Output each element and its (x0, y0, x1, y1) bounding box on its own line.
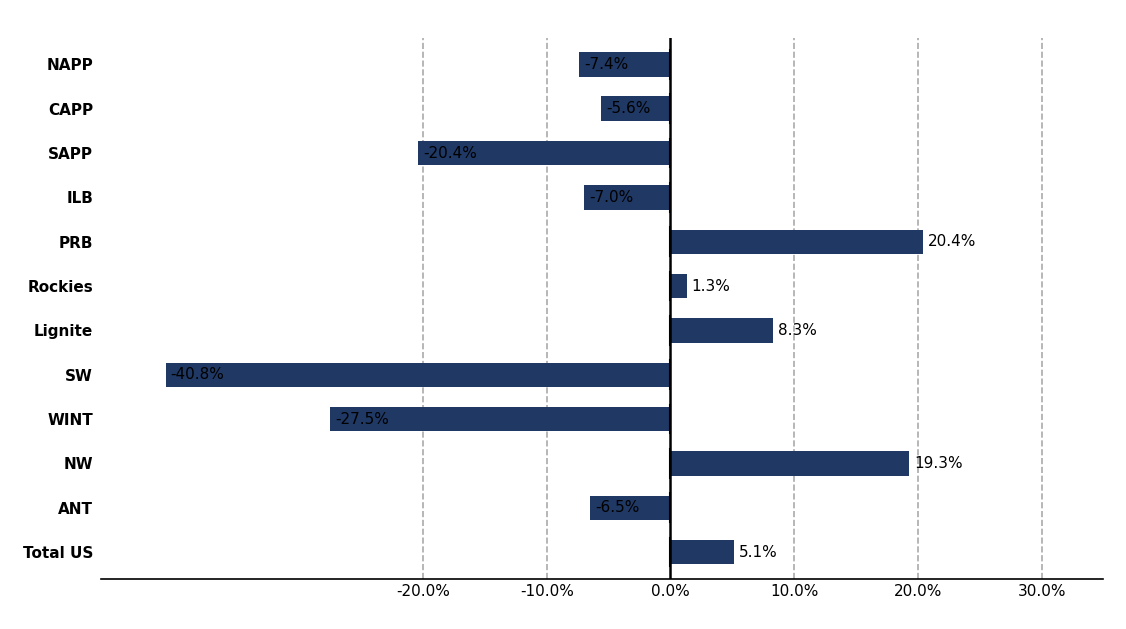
Text: -6.5%: -6.5% (595, 500, 640, 515)
Bar (670, 318, 774, 343)
Bar (166, 362, 670, 387)
Text: 1.3%: 1.3% (691, 279, 731, 294)
Bar (579, 52, 670, 77)
Text: Change in Production by Coal Supply Region - 3Q17 vs. 2Q17: Change in Production by Coal Supply Regi… (14, 21, 731, 42)
Bar (590, 496, 670, 520)
Bar (670, 274, 687, 298)
Text: -5.6%: -5.6% (606, 101, 651, 116)
Text: 8.3%: 8.3% (778, 323, 817, 338)
Text: -7.0%: -7.0% (589, 190, 633, 205)
Text: -20.4%: -20.4% (423, 145, 477, 160)
Bar (601, 96, 670, 121)
Text: 5.1%: 5.1% (739, 545, 777, 560)
Text: -40.8%: -40.8% (171, 367, 224, 382)
Bar (670, 230, 923, 254)
Bar (584, 185, 670, 209)
Bar (670, 451, 909, 476)
Bar (418, 141, 670, 165)
Text: -7.4%: -7.4% (584, 57, 628, 72)
Text: -27.5%: -27.5% (336, 411, 390, 426)
Text: 20.4%: 20.4% (928, 234, 976, 249)
Text: 19.3%: 19.3% (914, 456, 963, 471)
Bar (670, 540, 733, 564)
Bar (330, 407, 670, 431)
